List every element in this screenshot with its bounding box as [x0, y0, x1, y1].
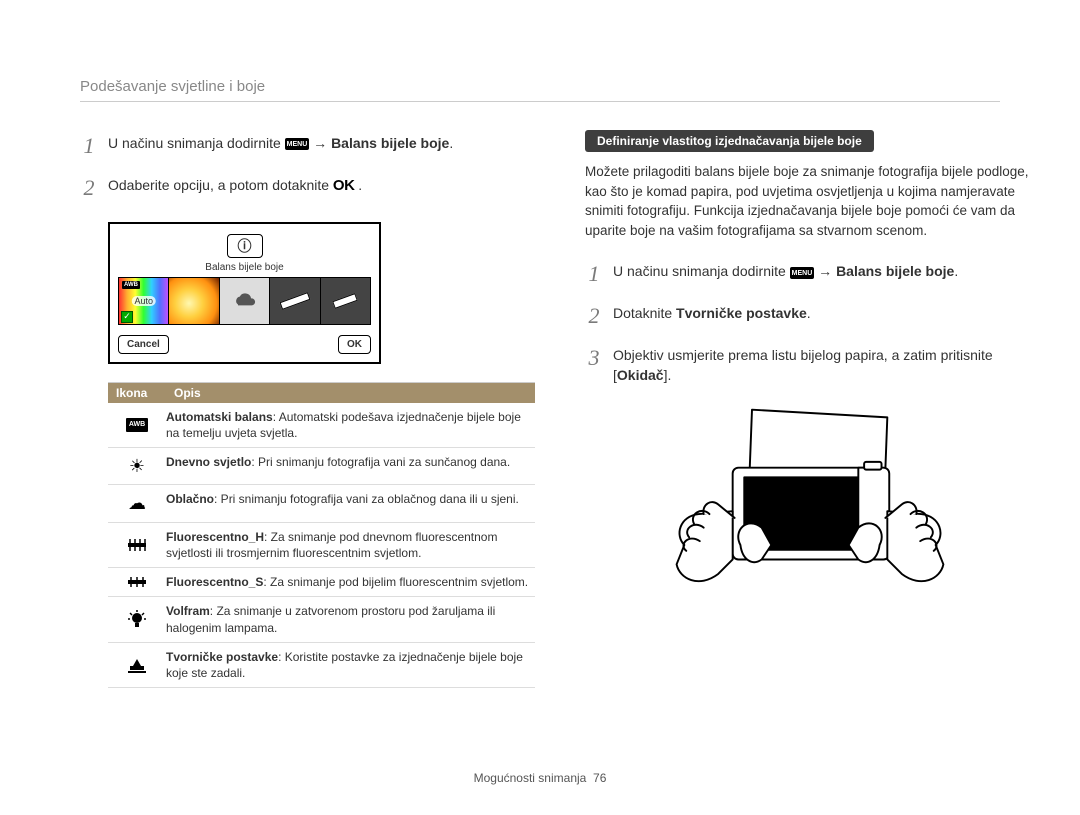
- header-title: Podešavanje svjetline i boje: [80, 78, 265, 95]
- text: U načinu snimanja dodirnite: [108, 135, 285, 151]
- table-row: Volfram: Za snimanje u zatvorenom prosto…: [108, 597, 535, 642]
- th-desc: Opis: [166, 383, 535, 403]
- awb-badge: AWB: [122, 281, 140, 289]
- text: Odaberite opciju, a potom dotaknite: [108, 177, 333, 193]
- step-text: Objektiv usmjerite prema listu bijelog p…: [613, 342, 1034, 386]
- camera-screen-mock: ⓘ Balans bijele boje AWB Auto ✓ Cancel: [108, 222, 381, 364]
- th-icon: Ikona: [108, 383, 166, 403]
- wb-option-strip: AWB Auto ✓: [118, 277, 371, 325]
- cancel-button: Cancel: [118, 335, 169, 354]
- step-number: 2: [585, 300, 603, 332]
- table-header: Ikona Opis: [108, 383, 535, 403]
- row-icon: AWB: [108, 409, 166, 441]
- text: Dotaknite: [613, 305, 676, 321]
- wb-fluor-s: [321, 278, 370, 324]
- left-column: 1 U načinu snimanja dodirnite MENU → Bal…: [80, 130, 535, 688]
- table-row: Tvorničke postavke: Koristite postavke z…: [108, 643, 535, 688]
- step-number: 2: [80, 172, 98, 204]
- row-desc: Fluorescentno_H: Za snimanje pod dnevnom…: [166, 529, 535, 561]
- ok-button: OK: [338, 335, 371, 354]
- table-row: Fluorescentno_H: Za snimanje pod dnevnom…: [108, 523, 535, 568]
- row-icon: [108, 603, 166, 635]
- row-desc: Automatski balans: Automatski podešava i…: [166, 409, 535, 441]
- fluor-s-icon: [126, 574, 148, 590]
- text: U načinu snimanja dodirnite: [613, 263, 790, 279]
- row-desc: Dnevno svjetlo: Pri snimanju fotografija…: [166, 454, 535, 478]
- bold: Balans bijele boje: [331, 135, 449, 151]
- row-icon: [108, 574, 166, 590]
- row-desc: Tvorničke postavke: Koristite postavke z…: [166, 649, 535, 681]
- footer-section: Mogućnosti snimanja: [474, 771, 587, 785]
- fluor-h-icon: [126, 537, 148, 553]
- row-icon: [108, 649, 166, 681]
- section-pill: Definiranje vlastitog izjednačavanja bij…: [585, 130, 874, 152]
- left-step-2: 2 Odaberite opciju, a potom dotaknite OK…: [80, 172, 535, 204]
- table-row: Fluorescentno_S: Za snimanje pod bijelim…: [108, 568, 535, 597]
- custom-wb-icon: [127, 656, 147, 674]
- info-icon: ⓘ: [227, 234, 263, 258]
- step-number: 3: [585, 342, 603, 374]
- row-desc: Volfram: Za snimanje u zatvorenom prosto…: [166, 603, 535, 635]
- table-row: ☁Oblačno: Pri snimanju fotografija vani …: [108, 485, 535, 522]
- row-desc: Oblačno: Pri snimanju fotografija vani z…: [166, 491, 535, 515]
- arrow: →: [818, 263, 836, 279]
- menu-icon: MENU: [285, 138, 310, 150]
- table-row: ☀Dnevno svjetlo: Pri snimanju fotografij…: [108, 448, 535, 485]
- right-step-2: 2 Dotaknite Tvorničke postavke.: [585, 300, 1034, 332]
- step-text: U načinu snimanja dodirnite MENU → Balan…: [108, 130, 453, 153]
- page-footer: Mogućnosti snimanja 76: [0, 771, 1080, 785]
- row-icon: ☁: [108, 491, 166, 515]
- intro-paragraph: Možete prilagoditi balans bijele boje za…: [585, 162, 1034, 240]
- bulb-icon: [128, 610, 146, 630]
- icon-table: Ikona Opis AWBAutomatski balans: Automat…: [108, 382, 535, 688]
- right-column: Definiranje vlastitog izjednačavanja bij…: [585, 130, 1034, 688]
- bold: Okidač: [617, 367, 664, 383]
- row-icon: ☀: [108, 454, 166, 478]
- arrow: →: [313, 135, 331, 151]
- step-number: 1: [585, 258, 603, 290]
- wb-fluor-h: [270, 278, 320, 324]
- wb-auto: AWB Auto ✓: [119, 278, 169, 324]
- step-text: U načinu snimanja dodirnite MENU → Balan…: [613, 258, 958, 281]
- step-text: Dotaknite Tvorničke postavke.: [613, 300, 811, 323]
- left-step-1: 1 U načinu snimanja dodirnite MENU → Bal…: [80, 130, 535, 162]
- step-text: Odaberite opciju, a potom dotaknite OK .: [108, 172, 362, 197]
- right-step-1: 1 U načinu snimanja dodirnite MENU → Bal…: [585, 258, 1034, 290]
- wb-cloudy: [220, 278, 270, 324]
- bold: Balans bijele boje: [836, 263, 954, 279]
- footer-page: 76: [593, 771, 606, 785]
- step-number: 1: [80, 130, 98, 162]
- wb-daylight: [169, 278, 219, 324]
- right-step-3: 3 Objektiv usmjerite prema listu bijelog…: [585, 342, 1034, 386]
- menu-icon: MENU: [790, 267, 815, 279]
- auto-label: Auto: [131, 296, 156, 306]
- table-row: AWBAutomatski balans: Automatski podešav…: [108, 403, 535, 448]
- content: 1 U načinu snimanja dodirnite MENU → Bal…: [80, 130, 1034, 688]
- row-icon: [108, 529, 166, 561]
- bold: Tvorničke postavke: [676, 305, 807, 321]
- hands-holding-camera-illustration: [665, 400, 955, 616]
- page-header: Podešavanje svjetline i boje: [80, 78, 1000, 102]
- check-icon: ✓: [121, 311, 133, 323]
- text: ].: [664, 367, 672, 383]
- row-desc: Fluorescentno_S: Za snimanje pod bijelim…: [166, 574, 535, 590]
- screen-title: Balans bijele boje: [110, 262, 379, 273]
- ok-glyph: OK: [333, 177, 355, 194]
